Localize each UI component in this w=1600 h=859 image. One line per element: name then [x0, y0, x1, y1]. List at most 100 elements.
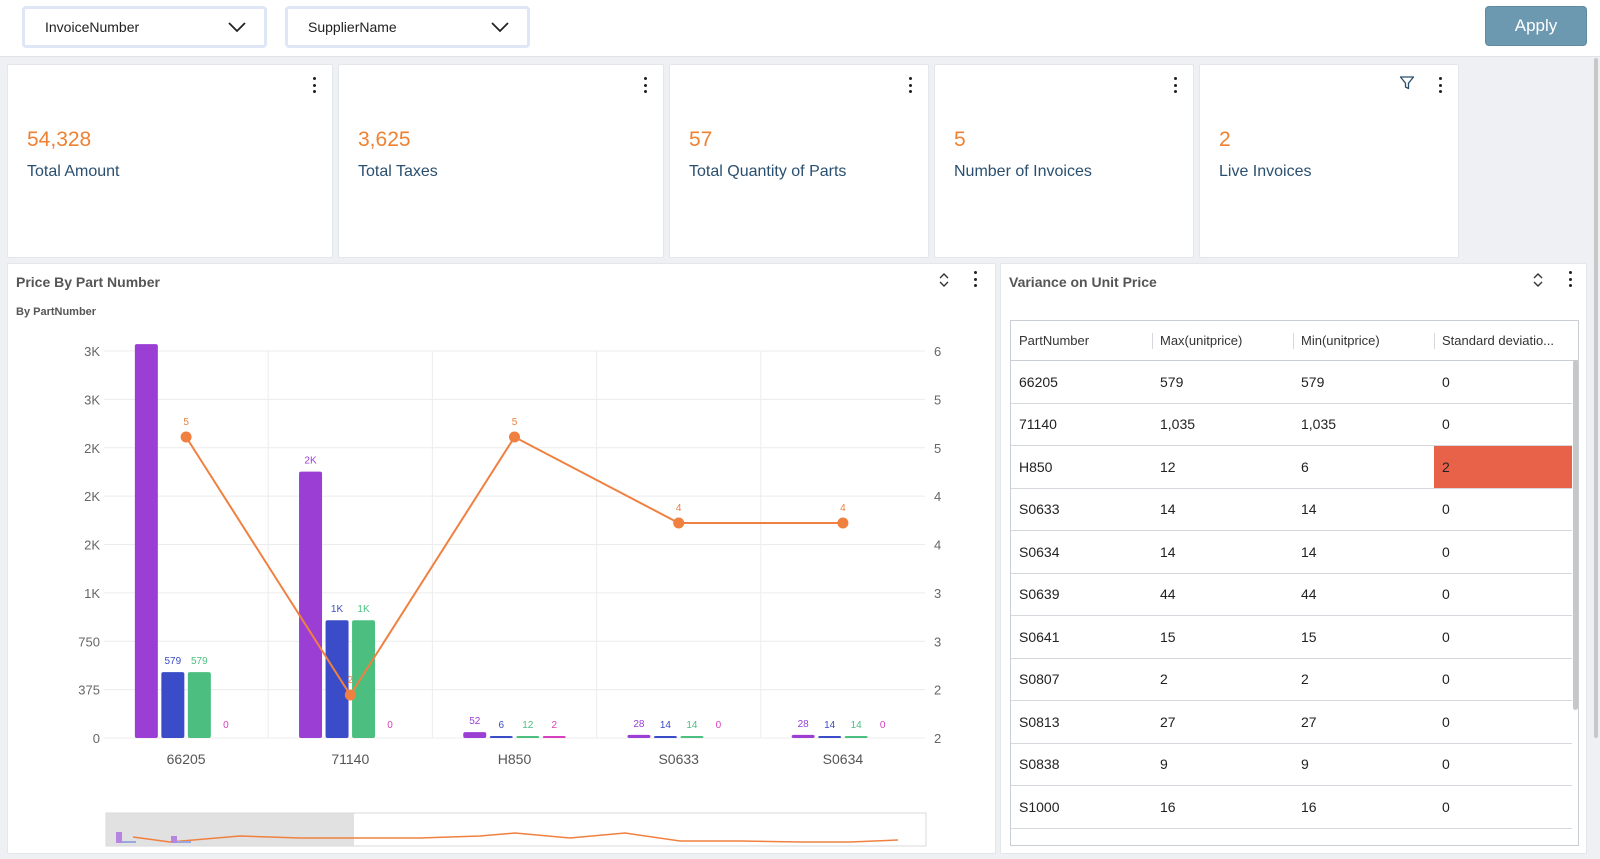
table-row[interactable]: S0838 9 9 0	[1011, 744, 1572, 786]
table-row[interactable]: S0633 14 14 0	[1011, 489, 1572, 531]
more-options-icon[interactable]	[1567, 271, 1573, 287]
filter-bar: InvoiceNumber SupplierName Apply	[0, 0, 1600, 57]
table-cell: 0	[1442, 628, 1450, 645]
kpi-value: 3,625	[358, 128, 411, 151]
table-cell: 14	[1160, 543, 1176, 560]
kpi-value: 5	[954, 128, 966, 151]
table-cell: S0634	[1019, 543, 1060, 560]
table-cell: 44	[1160, 586, 1176, 603]
sort-icon[interactable]	[1532, 272, 1544, 288]
kpi-label: Total Amount	[27, 163, 120, 180]
table-cell: 16	[1301, 798, 1317, 815]
table-cell: 0	[1442, 416, 1450, 433]
variance-table: PartNumber Max(unitprice) Min(unitprice)…	[1010, 320, 1579, 846]
kpi-value: 57	[689, 128, 713, 151]
table-cell: 579	[1160, 373, 1184, 390]
table-row[interactable]: 66205 579 579 0	[1011, 361, 1572, 404]
panel-title: Variance on Unit Price	[1009, 274, 1157, 290]
column-header[interactable]: Standard deviatio...	[1434, 321, 1572, 360]
table-row[interactable]: S0634 14 14 0	[1011, 531, 1572, 574]
table-cell: 71140	[1019, 416, 1057, 433]
more-options-icon[interactable]	[907, 77, 913, 93]
table-cell: 2	[1434, 446, 1572, 488]
chevron-down-icon	[228, 22, 246, 33]
table-cell: 44	[1301, 586, 1317, 603]
table-row[interactable]: H850 12 6 2	[1011, 446, 1572, 489]
price-by-part-panel: Price By Part Number By PartNumber	[7, 263, 996, 854]
kpi-label: Live Invoices	[1219, 163, 1312, 180]
kpi-card-number-of-invoices: 5 Number of Invoices	[934, 64, 1194, 258]
panel-subtitle: By PartNumber	[16, 306, 97, 318]
kpi-value: 2	[1219, 128, 1231, 151]
table-cell: 15	[1301, 628, 1317, 645]
table-row[interactable]: S0641 15 15 0	[1011, 616, 1572, 659]
table-cell: 27	[1301, 713, 1317, 730]
table-cell: 15	[1160, 628, 1176, 645]
table-row[interactable]: 71140 1,035 1,035 0	[1011, 404, 1572, 446]
more-options-icon[interactable]	[972, 271, 978, 287]
page-scrollbar[interactable]	[1594, 58, 1598, 738]
table-cell: 0	[1442, 756, 1450, 773]
table-cell: 1,035	[1160, 416, 1196, 433]
more-options-icon[interactable]	[1437, 77, 1443, 93]
chevron-down-icon	[491, 22, 509, 33]
table-cell: 0	[1442, 798, 1450, 815]
kpi-card-live-invoices: 2 Live Invoices	[1199, 64, 1459, 258]
table-cell: 0	[1442, 713, 1450, 730]
more-options-icon[interactable]	[642, 77, 648, 93]
table-body: 66205 579 579 0 71140 1,035 1,035 0 H850 12 6 2 S063…	[1011, 361, 1578, 829]
table-cell: 6	[1301, 458, 1309, 475]
table-cell: 27	[1160, 713, 1176, 730]
table-cell: 16	[1160, 798, 1176, 815]
table-cell: 14	[1301, 501, 1317, 518]
sort-icon[interactable]	[938, 272, 950, 288]
table-cell: S0633	[1019, 501, 1060, 518]
table-row[interactable]: S0807 2 2 0	[1011, 659, 1572, 701]
table-cell: 0	[1442, 373, 1450, 390]
table-cell: S0838	[1019, 756, 1060, 773]
table-row[interactable]: S1000 16 16 0	[1011, 786, 1572, 829]
column-header[interactable]: Max(unitprice)	[1152, 321, 1293, 360]
table-cell: 12	[1160, 458, 1176, 475]
filter-icon[interactable]	[1399, 75, 1415, 91]
table-cell: 14	[1301, 543, 1317, 560]
invoice-number-dropdown-label: InvoiceNumber	[45, 19, 140, 35]
table-scrollbar[interactable]	[1573, 360, 1578, 710]
table-cell: 1,035	[1301, 416, 1337, 433]
apply-button[interactable]: Apply	[1485, 6, 1587, 46]
column-header[interactable]: PartNumber	[1019, 333, 1090, 348]
table-cell: 2	[1160, 671, 1168, 688]
more-options-icon[interactable]	[311, 77, 317, 93]
kpi-label: Total Taxes	[358, 163, 438, 180]
invoice-number-dropdown[interactable]: InvoiceNumber	[22, 6, 267, 48]
table-cell: S0813	[1019, 713, 1060, 730]
table-cell: 0	[1442, 671, 1450, 688]
more-options-icon[interactable]	[1172, 77, 1178, 93]
table-cell: 9	[1160, 756, 1168, 773]
table-cell: S1000	[1019, 798, 1060, 815]
kpi-card-total-taxes: 3,625 Total Taxes	[338, 64, 664, 258]
table-cell: 579	[1301, 373, 1325, 390]
table-row[interactable]: S0639 44 44 0	[1011, 574, 1572, 616]
table-cell: 9	[1301, 756, 1309, 773]
table-header: PartNumber Max(unitprice) Min(unitprice)…	[1011, 321, 1578, 361]
table-cell: 0	[1442, 586, 1450, 603]
kpi-label: Number of Invoices	[954, 163, 1092, 180]
table-row[interactable]: S0813 27 27 0	[1011, 701, 1572, 744]
kpi-card-total-amount: 54,328 Total Amount	[7, 64, 333, 258]
column-header[interactable]: Min(unitprice)	[1293, 321, 1434, 360]
table-cell: S0807	[1019, 671, 1060, 688]
table-cell: 0	[1442, 501, 1450, 518]
table-cell: H850	[1019, 458, 1053, 475]
supplier-name-dropdown[interactable]: SupplierName	[285, 6, 530, 48]
table-cell: 2	[1301, 671, 1309, 688]
table-cell: 14	[1160, 501, 1176, 518]
kpi-card-total-quantity: 57 Total Quantity of Parts	[669, 64, 929, 258]
table-cell: 0	[1442, 543, 1450, 560]
kpi-label: Total Quantity of Parts	[689, 163, 847, 180]
table-cell: S0641	[1019, 628, 1060, 645]
table-cell: S0639	[1019, 586, 1060, 603]
panel-title: Price By Part Number	[16, 274, 160, 290]
table-cell: 66205	[1019, 373, 1058, 390]
kpi-value: 54,328	[27, 128, 92, 151]
